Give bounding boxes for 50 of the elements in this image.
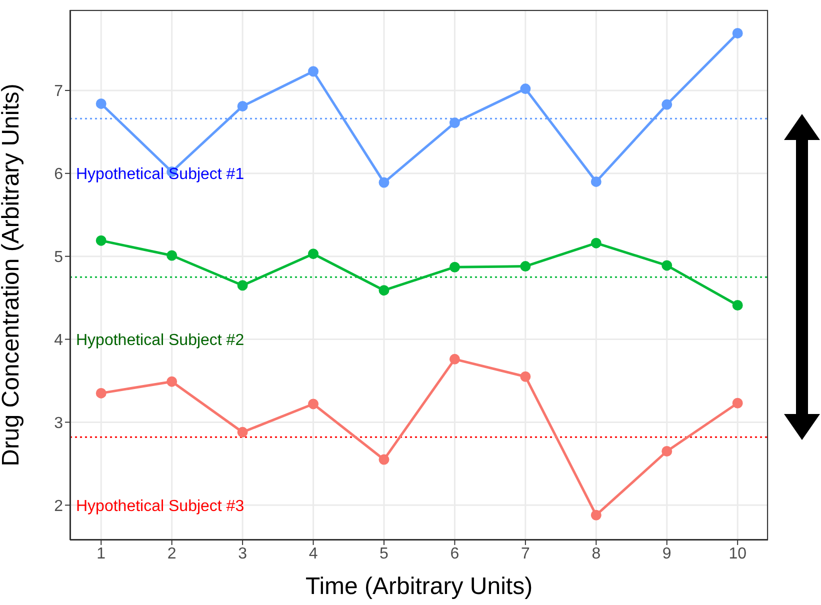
point bbox=[96, 388, 106, 398]
point bbox=[237, 426, 248, 438]
point bbox=[662, 99, 672, 110]
x-tick-label: 9 bbox=[662, 545, 672, 562]
point bbox=[449, 354, 460, 364]
point bbox=[237, 100, 248, 112]
point bbox=[732, 300, 743, 311]
point bbox=[520, 371, 531, 382]
point bbox=[378, 454, 390, 465]
y-tick-label: 2 bbox=[54, 498, 64, 515]
y-tick-label: 4 bbox=[54, 332, 64, 349]
point bbox=[590, 238, 602, 248]
annotation: Hypothetical Subject #1 bbox=[76, 165, 244, 185]
annotation: Hypothetical Subject #3 bbox=[76, 497, 244, 517]
x-tick-label: 4 bbox=[308, 545, 318, 562]
annotation: Hypothetical Subject #2 bbox=[76, 331, 244, 351]
x-tick-label: 8 bbox=[592, 545, 601, 562]
x-tick-label: 1 bbox=[96, 545, 106, 562]
x-tick-label: 7 bbox=[520, 545, 530, 562]
point bbox=[590, 510, 602, 520]
point bbox=[378, 177, 390, 188]
point bbox=[308, 248, 319, 260]
x-axis-title: Time (Arbitrary Units) bbox=[305, 573, 533, 600]
point bbox=[166, 250, 178, 261]
point bbox=[166, 376, 178, 387]
point bbox=[237, 280, 248, 291]
y-tick-label: 6 bbox=[54, 166, 64, 184]
point bbox=[662, 446, 672, 456]
point bbox=[308, 66, 319, 77]
point bbox=[96, 98, 106, 109]
point bbox=[732, 28, 743, 38]
x-tick-label: 6 bbox=[450, 545, 460, 562]
point bbox=[520, 261, 531, 272]
point bbox=[449, 118, 460, 128]
point bbox=[449, 262, 460, 272]
point bbox=[308, 398, 319, 410]
point bbox=[662, 260, 672, 271]
x-tick-label: 10 bbox=[728, 545, 747, 562]
point bbox=[590, 176, 602, 187]
point bbox=[732, 398, 743, 408]
y-tick-label: 7 bbox=[54, 83, 64, 100]
x-tick-label: 2 bbox=[167, 545, 176, 562]
point bbox=[520, 84, 531, 94]
x-tick-label: 3 bbox=[238, 545, 248, 562]
y-tick-label: 3 bbox=[54, 414, 64, 432]
point bbox=[96, 235, 106, 246]
point bbox=[378, 285, 390, 296]
x-tick-label: 5 bbox=[380, 545, 389, 562]
y-axis-title: Drug Concentration (Arbitrary Units) bbox=[0, 84, 25, 466]
y-tick-label: 5 bbox=[54, 249, 64, 266]
